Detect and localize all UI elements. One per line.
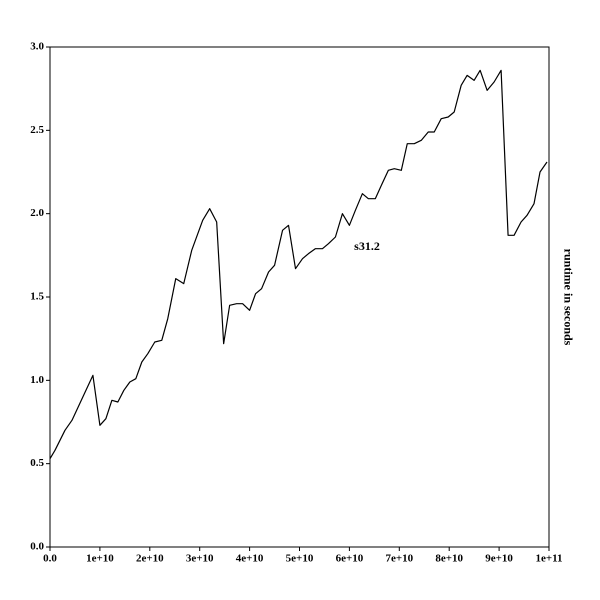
y-tick-label: 0.0 (30, 541, 44, 553)
y-tick-label: 3.0 (30, 41, 44, 53)
annotation: s31.2 (354, 239, 380, 253)
x-tick-label: 8e+10 (435, 553, 463, 565)
x-tick-label: 5e+10 (286, 553, 314, 565)
y-tick-label: 1.0 (30, 374, 44, 386)
x-tick-label: 1e+11 (535, 553, 562, 565)
x-tick-label: 2e+10 (136, 553, 164, 565)
x-tick-label: 7e+10 (385, 553, 413, 565)
x-tick-label: 9e+10 (485, 553, 513, 565)
y-tick-label: 2.0 (30, 207, 44, 219)
plot-frame (49, 46, 550, 548)
y-tick-label: 1.5 (30, 291, 44, 303)
x-tick-label: 0.0 (43, 553, 57, 565)
y-tick-label: 2.5 (30, 124, 44, 136)
x-tick-label: 1e+10 (86, 553, 114, 565)
data-line (49, 69, 548, 459)
y-tick-label: 0.5 (30, 457, 44, 469)
x-tick-label: 4e+10 (236, 553, 264, 565)
y-axis-label: runtime in seconds (561, 249, 575, 346)
x-tick-label: 3e+10 (186, 553, 214, 565)
x-tick-label: 6e+10 (336, 553, 364, 565)
